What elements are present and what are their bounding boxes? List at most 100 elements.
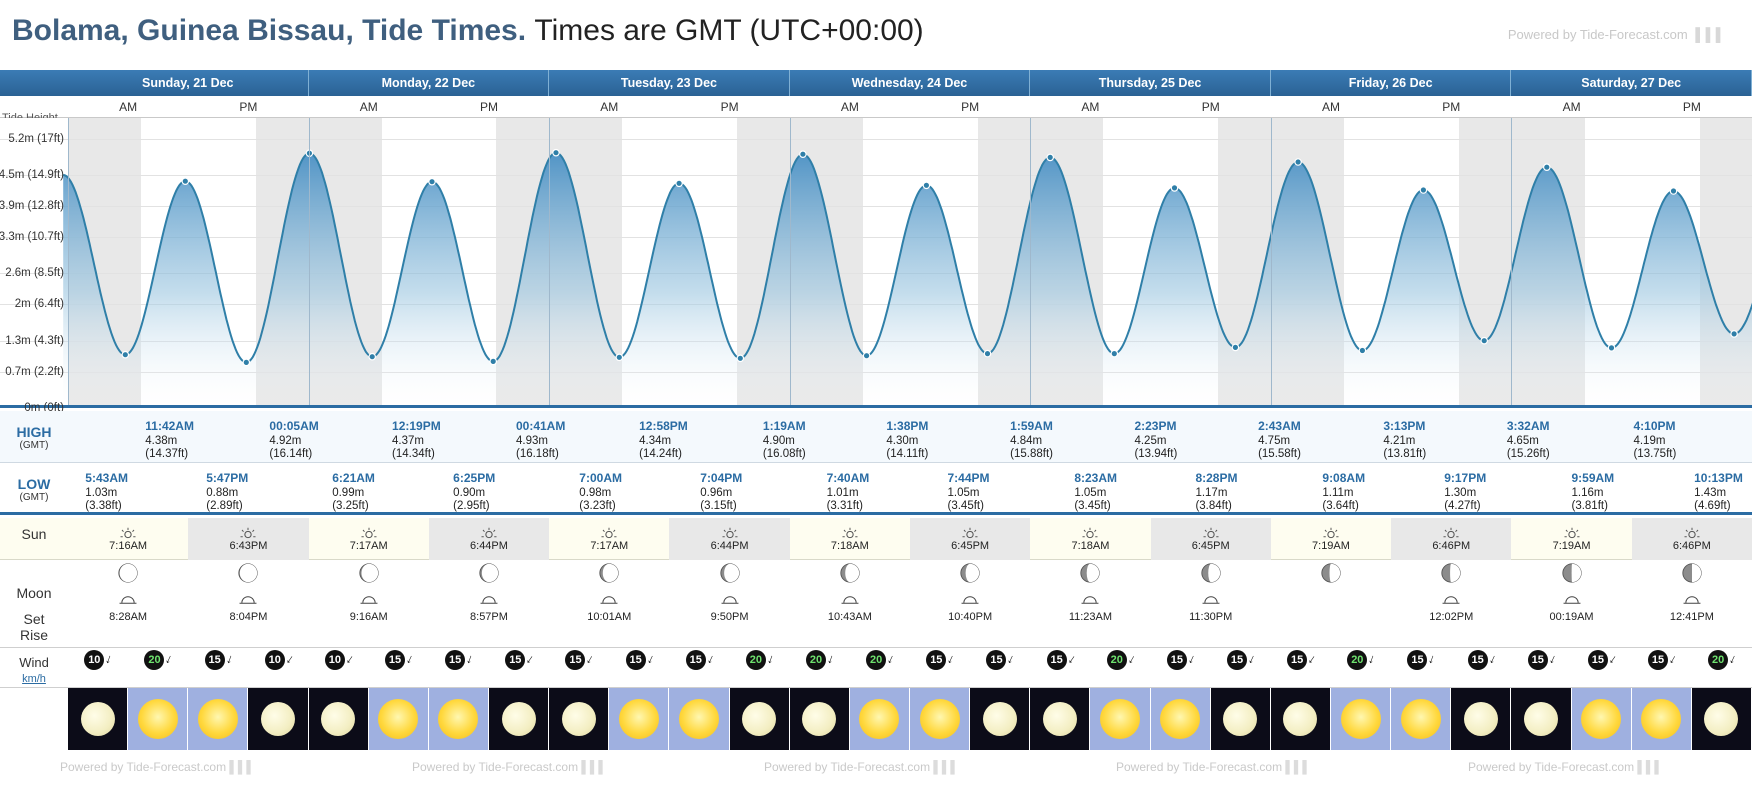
footer-watermark-3: Powered by Tide-Forecast.com ▌▌▌ [1116, 760, 1311, 774]
ampm-label-5-pm: PM [1442, 100, 1461, 114]
low-tide-height-ft-12: (3.81ft) [1571, 500, 1608, 512]
tide-point-high-13 [922, 181, 931, 190]
wind-speed-badge-0: 10 [84, 650, 105, 670]
wind-speed-badge-17: 20 [1106, 650, 1127, 670]
high-tide-time-4: 12:58PM [639, 419, 688, 433]
wind-direction-arrow-12: ↑ [824, 651, 836, 669]
day-separator-1 [308, 118, 310, 405]
moon-set-icon [239, 596, 257, 604]
high-tide-entry-3: 00:41AM 4.93m (16.18ft) [515, 419, 602, 462]
moon-icon-large [260, 702, 295, 736]
wind-cell-7: 15 ↑ [489, 650, 549, 670]
wind-speed-badge-2: 15 [204, 650, 225, 670]
day-separator-0 [68, 118, 69, 405]
sun-set-time-0: 6:43PM [229, 540, 268, 552]
sun-icon [962, 527, 978, 539]
footer-watermark-2: Powered by Tide-Forecast.com ▌▌▌ [764, 760, 959, 774]
moon-icon-large [1463, 702, 1498, 736]
wind-direction-arrow-20: ↑ [1304, 651, 1319, 669]
weather-cell-5-sun [368, 688, 429, 750]
sun-icon [722, 527, 738, 539]
high-tide-height-m-9: 4.75m [1258, 434, 1291, 447]
moon-time-3-pm: 10:40PM [948, 611, 993, 623]
sun-icon-large [919, 699, 960, 739]
day-separator-6 [1511, 118, 1513, 405]
sun-set-time-3: 6:45PM [951, 540, 990, 552]
moon-phase-wrap-2-1 [719, 562, 741, 586]
moon-phase-wrap-5-0 [1320, 562, 1342, 586]
sun-icon-large [678, 699, 719, 739]
moon-icon-large [1523, 702, 1558, 736]
low-tide-height-m-10: 1.11m [1322, 486, 1354, 499]
ampm-label-0-pm: PM [239, 100, 258, 114]
sun-set-time-4: 6:45PM [1191, 540, 1230, 552]
low-tide-row [0, 463, 1752, 515]
wind-direction-arrow-9: ↑ [643, 651, 656, 669]
ampm-label-2-pm: PM [720, 100, 739, 114]
moon-cell-0-pm: 8:04PM [188, 562, 308, 623]
wind-cell-10: 15 ↑ [669, 650, 729, 670]
tide-point-low-8 [615, 353, 624, 362]
high-tide-height-m-8: 4.25m [1134, 434, 1167, 447]
moon-icon-large [802, 702, 837, 736]
high-tide-time-1: 00:05AM [269, 419, 319, 433]
y-tick-7: 4.5m (14.9ft) [0, 168, 64, 181]
wind-speed-badge-24: 15 [1527, 650, 1548, 670]
high-tide-entry-1: 00:05AM 4.92m (16.14ft) [269, 419, 355, 462]
high-tide-height-m-4: 4.34m [639, 434, 672, 447]
weather-cell-23-moon [1451, 688, 1512, 750]
weather-cell-20-moon [1270, 688, 1331, 750]
ampm-label-0-am: AM [119, 100, 138, 114]
high-tide-height-ft-3: (16.18ft) [515, 448, 559, 460]
low-tide-height-m-5: 0.96m [700, 486, 733, 499]
low-tide-time-13: 10:13PM [1694, 471, 1743, 485]
moon-time-4-am: 11:23AM [1068, 611, 1113, 623]
high-tide-height-ft-10: (13.81ft) [1383, 448, 1427, 460]
tide-point-low-26 [1730, 330, 1738, 338]
low-tide-time-8: 8:23AM [1074, 471, 1117, 485]
moon-set-wrap-4-0 [1080, 592, 1100, 610]
wind-unit-link[interactable]: km/h [22, 673, 46, 685]
sun-rise-time-1: 7:17AM [349, 540, 388, 552]
high-tide-height-ft-8: (13.94ft) [1134, 448, 1178, 460]
moon-icon-large [1283, 702, 1318, 736]
tide-point-high-11 [799, 150, 807, 159]
moon-set-wrap-0-1 [238, 592, 258, 610]
moon-icon-large [1223, 702, 1258, 736]
day-header-6: Saturday, 27 Dec [1511, 70, 1752, 96]
moon-time-1-pm: 8:57PM [470, 611, 508, 623]
wind-cell-3: 10 ↑ [248, 650, 308, 670]
wind-speed-badge-8: 15 [565, 650, 586, 670]
ampm-label-3-am: AM [840, 100, 859, 114]
moon-phase-wrap-6-0 [1561, 562, 1583, 586]
wind-speed-badge-22: 15 [1407, 650, 1428, 670]
high-tide-time-7: 1:59AM [1010, 419, 1053, 433]
day-separator-5 [1270, 118, 1272, 405]
moon-icon-large [80, 702, 115, 736]
low-tide-time-6: 7:40AM [826, 471, 870, 485]
low-tide-time-1: 5:47PM [206, 471, 249, 485]
y-tick-5: 3.3m (10.7ft) [0, 231, 64, 244]
sun-rise-cell-4: 7:18AM [1030, 518, 1150, 560]
low-tide-time-7: 7:44PM [947, 471, 990, 485]
sun-set-time-6: 6:46PM [1672, 540, 1711, 552]
low-tide-time-9: 8:28PM [1195, 471, 1238, 485]
tide-point-high-21 [1419, 186, 1428, 194]
high-tide-height-m-7: 4.84m [1010, 434, 1043, 447]
weather-cell-18-sun [1150, 688, 1211, 750]
weather-cell-2-sun [188, 688, 249, 750]
moon-phase-icon [1080, 563, 1101, 583]
moon-set-icon [1202, 596, 1220, 604]
ampm-label-3-pm: PM [961, 100, 980, 114]
high-tide-entry-2: 12:19PM 4.37m (14.34ft) [392, 419, 478, 462]
low-tide-entry-9: 8:28PM 1.17m (3.84ft) [1195, 471, 1281, 514]
wind-speed-badge-12: 20 [806, 650, 827, 670]
moon-time-5-pm: 12:02PM [1429, 611, 1474, 623]
moon-phase-icon [719, 563, 740, 583]
low-tide-height-ft-9: (3.84ft) [1195, 500, 1232, 512]
wind-cell-13: 20 ↑ [850, 650, 910, 670]
wind-speed-badge-20: 15 [1287, 650, 1308, 670]
weather-cell-6-sun [428, 688, 489, 750]
low-tide-time-2: 6:21AM [332, 471, 375, 485]
wind-cell-12: 20 ↑ [790, 650, 850, 670]
